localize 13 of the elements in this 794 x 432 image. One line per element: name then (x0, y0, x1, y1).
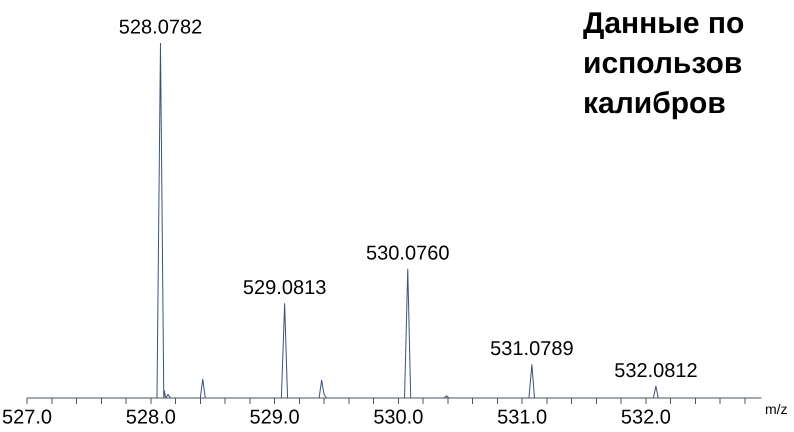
annotation: 529.0813 (242, 277, 326, 300)
x-axis-title: m/z (765, 400, 788, 417)
x-tick-label: 529.0 (250, 406, 300, 429)
x-tick-label: 531.0 (497, 406, 548, 429)
annotation: 528.0782 (118, 16, 202, 39)
annotation: 531.0789 (490, 338, 574, 360)
x-tick-label: 532.0 (620, 406, 671, 429)
annotation: 530.0760 (366, 242, 450, 265)
x-tick-label: 527.0 (2, 406, 52, 429)
x-tick-label: 528.0 (126, 406, 176, 429)
x-tick-label: 530.0 (373, 406, 424, 429)
chart-title: Данные по использов калибров (583, 6, 744, 122)
annotation: 532.0812 (614, 360, 698, 382)
